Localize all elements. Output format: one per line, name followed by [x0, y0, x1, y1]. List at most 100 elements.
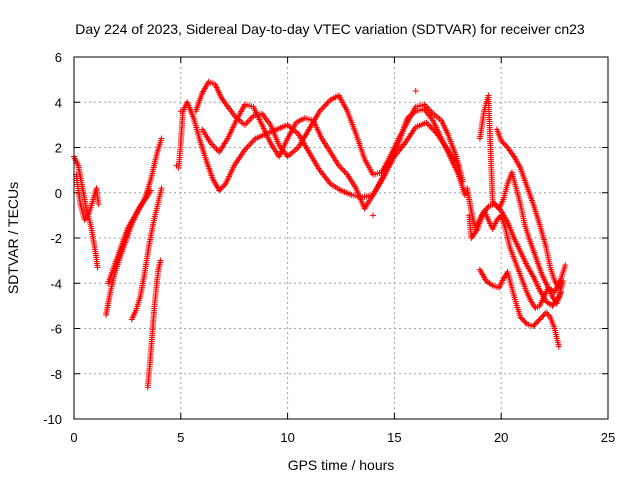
- chart-title: Day 224 of 2023, Sidereal Day-to-day VTE…: [75, 21, 585, 37]
- x-axis-label: GPS time / hours: [288, 457, 395, 473]
- y-tick-label: 4: [55, 95, 62, 110]
- data-point: [461, 192, 468, 199]
- data-point: [241, 146, 248, 153]
- data-point: [320, 104, 327, 111]
- data-point: [210, 142, 217, 149]
- data-point: [532, 320, 539, 327]
- data-point: [319, 105, 326, 112]
- data-point: [424, 121, 431, 128]
- data-point: [177, 108, 184, 115]
- data-point: [370, 212, 377, 219]
- y-tick-label: -6: [50, 322, 62, 337]
- data-point: [500, 140, 507, 147]
- data-points: [71, 78, 569, 391]
- data-point: [539, 313, 546, 320]
- data-point: [427, 123, 434, 130]
- data-point: [316, 108, 323, 115]
- data-point: [247, 115, 254, 122]
- y-tick-label: 6: [55, 50, 62, 65]
- data-point: [317, 106, 324, 113]
- series-track-2: [73, 171, 102, 223]
- data-point: [521, 318, 528, 325]
- data-point: [338, 165, 345, 172]
- series-track-4: [105, 187, 154, 287]
- series-track-9: [199, 101, 468, 212]
- data-point: [147, 187, 154, 194]
- series-track-14: [464, 185, 565, 312]
- data-point: [499, 139, 506, 146]
- data-point: [534, 319, 541, 326]
- data-point: [536, 316, 543, 323]
- x-tick-label: 10: [280, 430, 294, 445]
- data-point: [502, 141, 509, 148]
- data-point: [157, 257, 164, 264]
- x-tick-label: 20: [494, 430, 508, 445]
- data-point: [531, 321, 538, 328]
- data-point: [94, 264, 101, 271]
- data-point: [245, 142, 252, 149]
- data-point: [341, 168, 348, 175]
- x-tick-label: 0: [70, 430, 77, 445]
- y-tick-label: -4: [50, 276, 62, 291]
- data-point: [158, 135, 165, 142]
- data-point: [325, 98, 332, 105]
- data-point: [340, 167, 347, 174]
- data-point: [321, 102, 328, 109]
- data-point: [220, 183, 227, 190]
- y-tick-label: 0: [55, 186, 62, 201]
- data-point: [95, 201, 102, 208]
- y-tick-label: 2: [55, 141, 62, 156]
- data-point: [535, 317, 542, 324]
- x-tick-label: 15: [387, 430, 401, 445]
- data-point: [428, 125, 435, 132]
- y-axis-label: SDTVAR / TECUs: [5, 182, 21, 294]
- data-point: [218, 184, 225, 191]
- data-point: [412, 87, 419, 94]
- y-tick-label: -10: [43, 412, 62, 427]
- y-tick-label: -2: [50, 231, 62, 246]
- data-point: [243, 145, 250, 152]
- data-point: [249, 138, 256, 145]
- data-point: [247, 141, 254, 148]
- data-point: [558, 289, 565, 296]
- data-point: [221, 182, 228, 189]
- data-point: [530, 323, 537, 330]
- x-tick-label: 25: [601, 430, 615, 445]
- data-point: [522, 319, 529, 326]
- data-point: [244, 143, 251, 150]
- data-point: [158, 185, 165, 192]
- data-point: [324, 99, 331, 106]
- data-point: [216, 187, 223, 194]
- data-point: [517, 314, 524, 321]
- axis-ticks: 0 5 10 15 20 25 -10 -8 -6 -4 -2 0 2 4 6: [43, 50, 615, 445]
- data-point: [173, 162, 180, 169]
- series-track-12: [476, 92, 569, 296]
- data-point: [555, 343, 562, 350]
- data-point: [251, 136, 258, 143]
- data-point: [555, 284, 562, 291]
- data-point: [544, 311, 551, 318]
- data-point: [537, 315, 544, 322]
- data-point: [540, 312, 547, 319]
- data-point: [518, 315, 525, 322]
- series-isolated: [173, 87, 419, 219]
- data-point: [426, 122, 433, 129]
- data-point: [493, 202, 500, 209]
- data-point: [492, 201, 499, 208]
- y-tick-label: -8: [50, 367, 62, 382]
- x-tick-label: 5: [177, 430, 184, 445]
- data-point: [243, 120, 250, 127]
- data-point: [323, 101, 330, 108]
- data-point: [519, 316, 526, 323]
- data-point: [489, 198, 496, 205]
- data-point: [246, 117, 253, 124]
- data-point: [248, 139, 255, 146]
- data-point: [211, 144, 218, 151]
- plot-frame: [73, 56, 609, 420]
- series-track-13: [493, 126, 562, 291]
- data-point: [498, 137, 505, 144]
- series-track-6: [144, 257, 164, 391]
- series-track-1: [71, 153, 101, 271]
- data-point: [217, 186, 224, 193]
